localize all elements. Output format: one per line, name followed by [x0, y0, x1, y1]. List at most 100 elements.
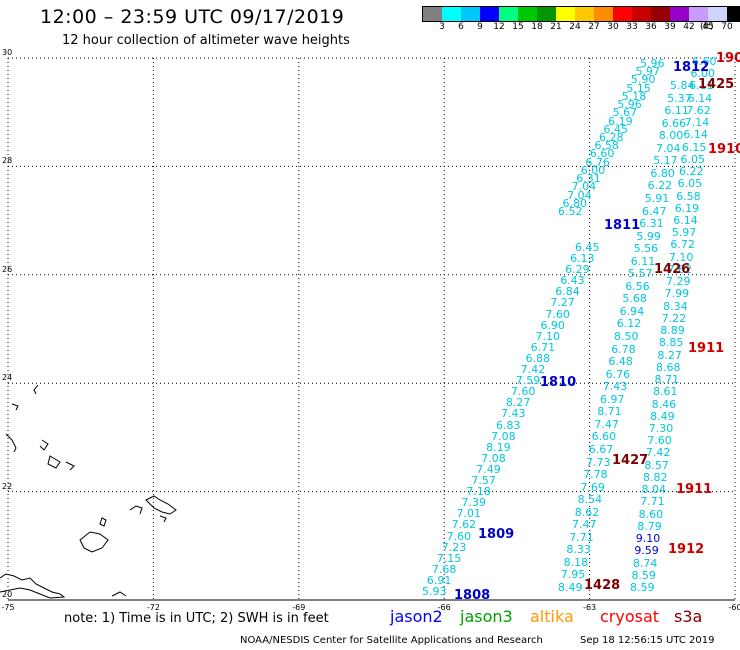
wave-height-value: 7.43: [602, 380, 628, 394]
color-swatch: [537, 7, 556, 21]
color-scale-tick: 21: [550, 22, 562, 32]
coastline-bahamas-6: [65, 461, 75, 471]
wave-height-value: 8.68: [655, 360, 681, 374]
coastline-hispaniola: [79, 531, 109, 553]
wave-height-value: 6.76: [585, 155, 610, 169]
wave-height-value: 7.60: [446, 529, 472, 543]
wave-height-value: 6.05: [677, 177, 703, 191]
pass-time-label: 1911: [688, 341, 725, 356]
wave-height-value: 6.19: [608, 114, 633, 128]
wave-height-value: 7.10: [668, 250, 694, 264]
color-scale-tick: 9: [477, 22, 483, 32]
wave-height-value: 6.83: [496, 418, 521, 432]
coastline-bahamas-5: [47, 455, 61, 469]
wave-height-value: 8.79: [637, 519, 662, 533]
legend-note: note: 1) Time is in UTC; 2) SWH is in fe…: [64, 611, 329, 626]
wave-height-value: 6.11: [689, 79, 714, 93]
wave-height-value: 5.91: [644, 191, 670, 205]
longitude-label: -63: [583, 603, 597, 612]
wave-height-value: 5.18: [621, 89, 647, 103]
pass-time-label: 1809: [478, 527, 515, 542]
color-swatch: [594, 7, 613, 21]
wave-height-value: 7.08: [481, 451, 506, 465]
color-scale-tick: 70: [721, 22, 733, 32]
coastline-turks: [129, 505, 143, 515]
wave-height-value: 5.37: [667, 91, 692, 105]
wave-height-value: 7.43: [500, 407, 526, 421]
wave-height-value: 7.08: [491, 429, 516, 443]
wave-height-value: 8.18: [563, 555, 589, 569]
wave-height-value: 5.68: [622, 292, 647, 306]
pass-time-label: 1912: [668, 542, 705, 557]
color-swatch: [423, 7, 442, 21]
wave-height-value: 6.11: [630, 254, 656, 268]
pass-time-label: 1810: [540, 375, 577, 390]
wave-height-value: 7.71: [569, 530, 594, 544]
color-swatch: [480, 7, 499, 21]
wave-height-value: 7.27: [550, 296, 575, 310]
coastline-hispaniola-2: [111, 591, 127, 597]
wave-height-value: 8.89: [660, 324, 685, 338]
wave-height-value: 8.61: [653, 385, 678, 399]
longitude-label: -69: [292, 603, 306, 612]
satellite-legend-jason2: jason2: [390, 607, 443, 626]
color-scale-unit: (ft): [700, 22, 714, 32]
latitude-label: 28: [2, 156, 13, 166]
wave-height-value: 6.45: [575, 241, 600, 254]
wave-height-value: 7.42: [645, 446, 671, 460]
wave-height-value: 6.47: [642, 204, 667, 218]
color-swatch: [499, 7, 518, 21]
wave-height-value: 5.96: [617, 98, 642, 112]
wave-height-value: 6.13: [570, 252, 595, 266]
wave-height-value: 5.93: [422, 585, 447, 598]
wave-height-value: 6.14: [683, 128, 708, 142]
color-swatch: [613, 7, 632, 21]
color-scale-tick: 27: [588, 22, 600, 32]
wave-height-value: 6.22: [647, 179, 673, 193]
color-scale-tick: 3: [439, 22, 445, 32]
color-scale-bar: [422, 6, 740, 22]
coastline-bahamas-3: [5, 433, 17, 453]
wave-height-value: 7.10: [535, 329, 561, 343]
footer-credit: NOAA/NESDIS Center for Satellite Applica…: [240, 635, 543, 646]
wave-height-value: 8.33: [566, 543, 591, 557]
pass-time-label: 1426: [654, 262, 691, 277]
wave-height-value: 6.67: [588, 442, 614, 456]
wave-height-value: 8.85: [658, 336, 684, 350]
wave-height-value: 7.47: [594, 417, 619, 431]
coastline-bahamas-andros: [99, 517, 107, 527]
color-scale-tick: 33: [626, 22, 638, 32]
wave-height-value: 7.95: [560, 568, 586, 582]
color-scale-tick: 42: [683, 22, 695, 32]
latitude-label: 30: [2, 48, 13, 57]
coastline-cuba-east: [0, 573, 66, 599]
wave-height-value: 6.14: [673, 214, 698, 228]
wave-height-value: 8.74: [632, 556, 658, 570]
wave-height-value: 7.23: [441, 540, 467, 554]
wave-height-value: 7.30: [648, 421, 674, 435]
color-swatch: [632, 7, 651, 21]
wave-height-value: 7.62: [686, 103, 711, 117]
wave-height-value: 7.60: [647, 434, 672, 448]
satellite-legend-cryosat: cryosat: [600, 607, 660, 626]
wave-height-value: 5.97: [635, 65, 660, 79]
wave-height-value: 6.78: [611, 342, 636, 356]
wave-height-value: 6.60: [692, 55, 717, 68]
wave-height-value: 6.84: [555, 285, 580, 299]
color-swatch: [518, 7, 537, 21]
wave-height-value: 6.80: [562, 196, 588, 210]
wave-height-value: 7.60: [510, 385, 536, 399]
wave-height-value: 8.50: [614, 330, 639, 343]
wave-height-value: 8.34: [663, 299, 688, 313]
color-swatch: [689, 7, 708, 21]
wave-height-value: 6.80: [650, 166, 675, 180]
wave-height-value: 8.71: [654, 373, 680, 387]
pass-time-label: 1808: [454, 588, 491, 603]
wave-height-value: 8.00: [658, 129, 684, 143]
coastline-bahamas-1: [33, 384, 39, 395]
wave-height-value: 6.88: [525, 351, 551, 365]
wave-height-value: 7.57: [471, 474, 496, 488]
wave-height-value: 9.59: [634, 544, 659, 558]
wave-height-value: 8.59: [630, 581, 655, 594]
wave-height-value: 6.94: [619, 304, 645, 318]
